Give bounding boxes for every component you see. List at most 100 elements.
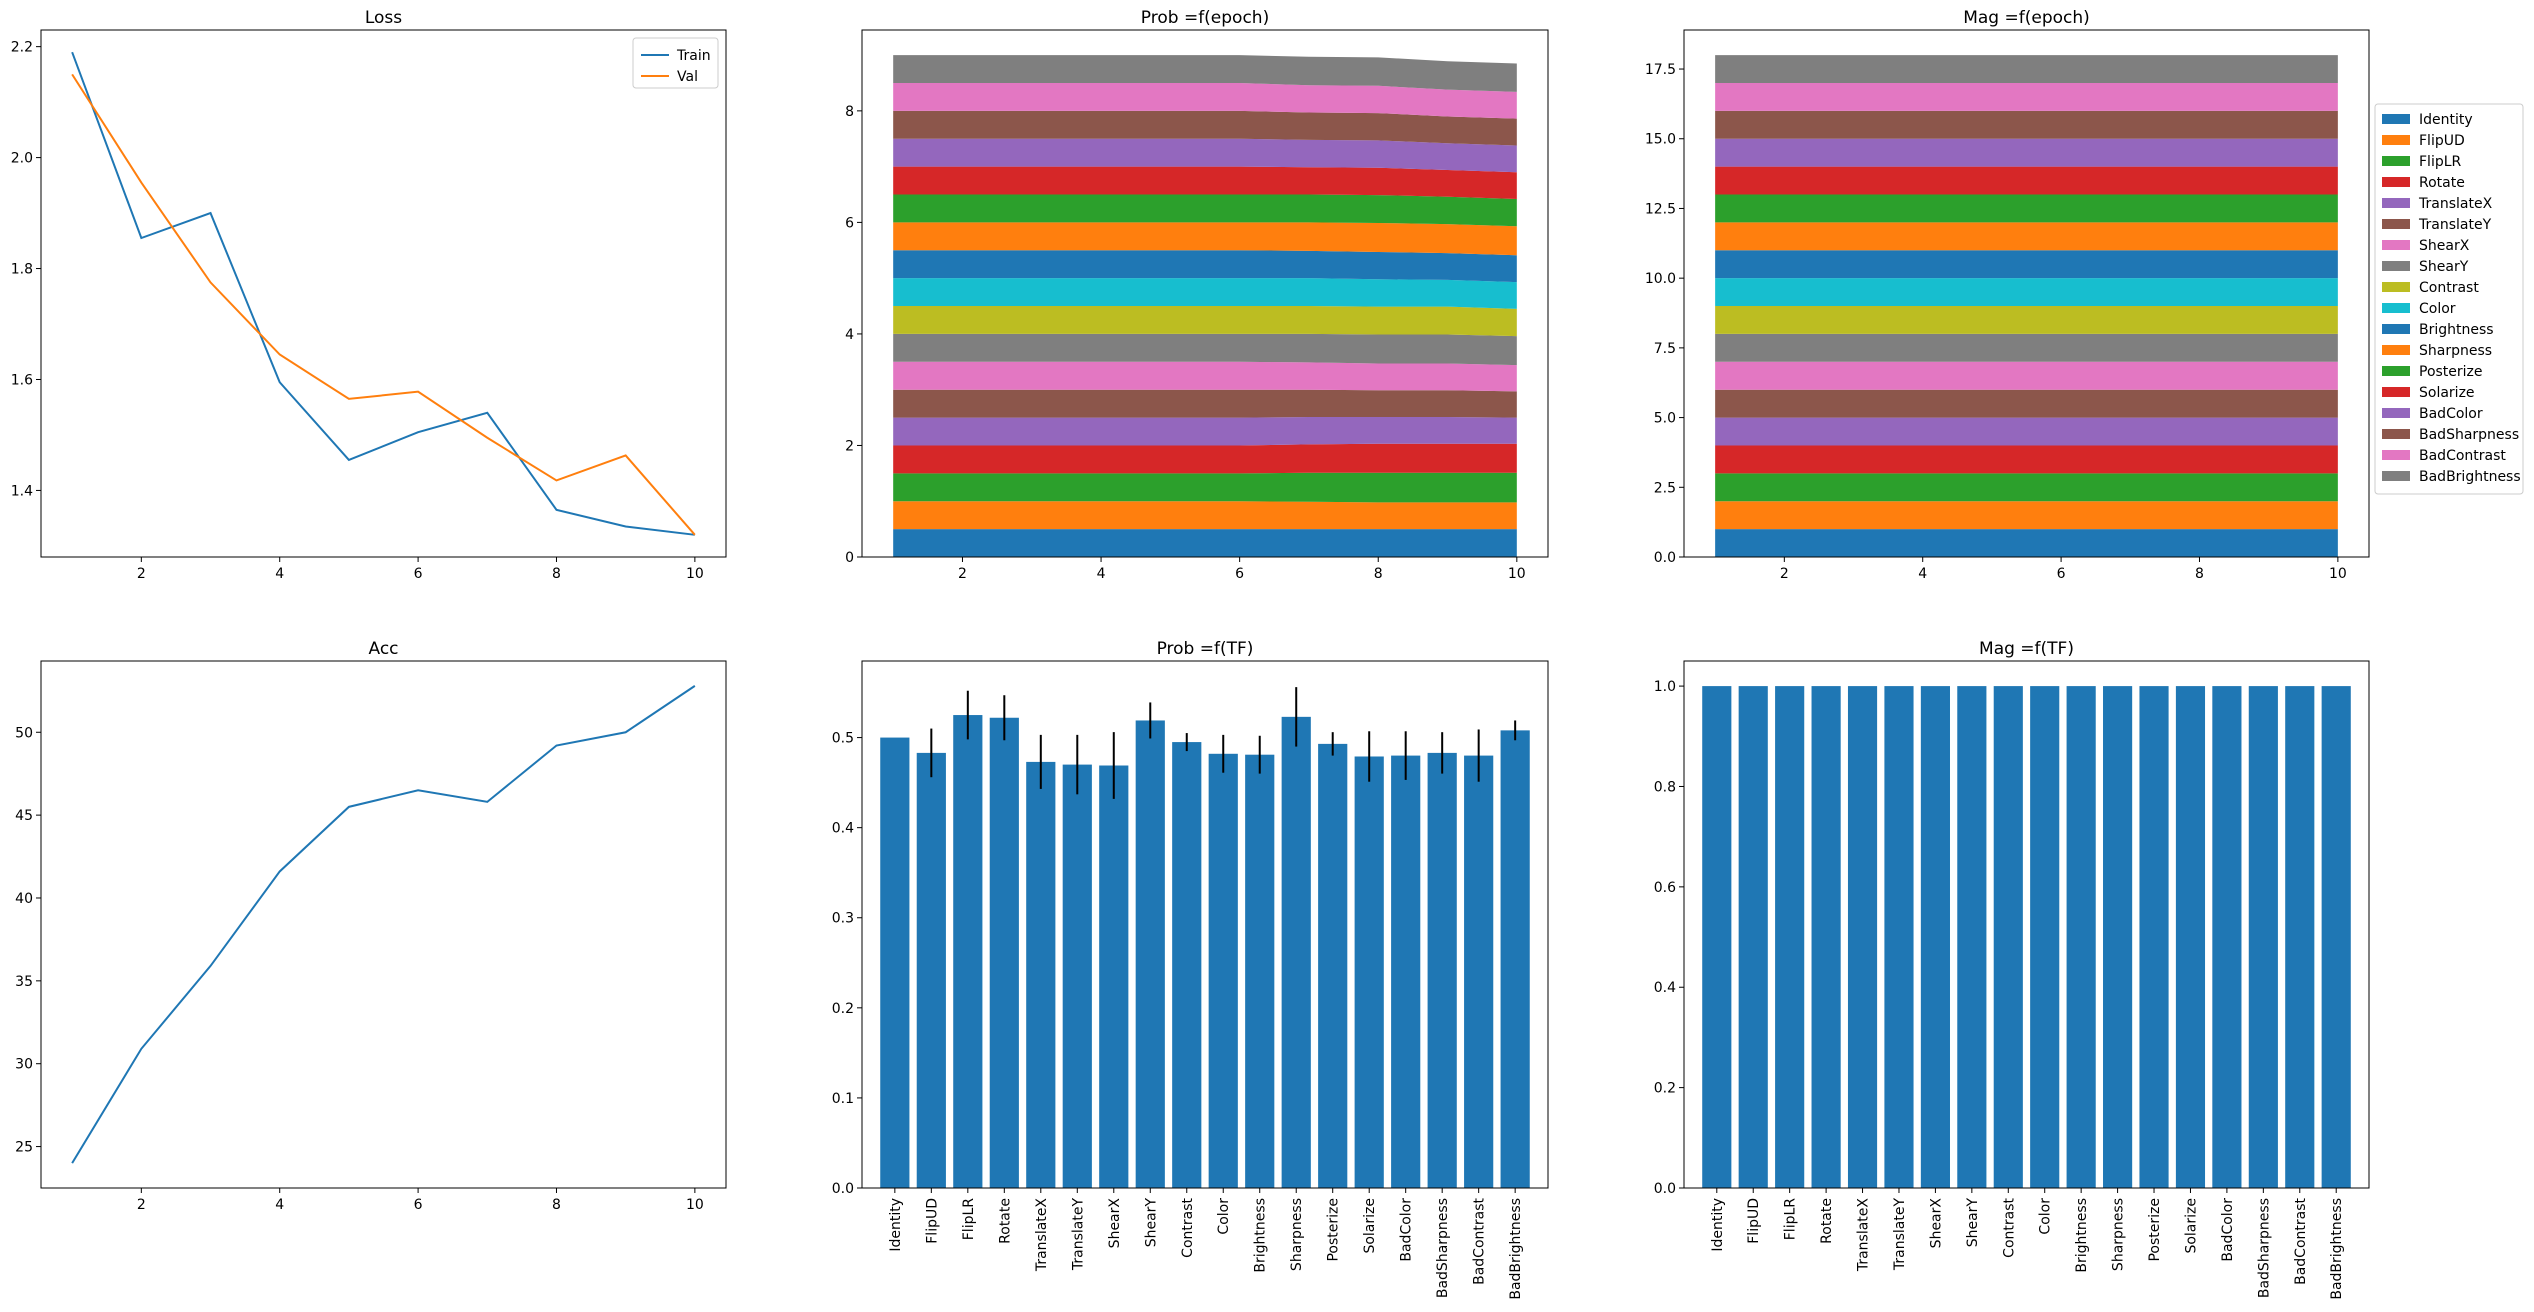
area-band-solarize — [893, 166, 1517, 199]
mag_tf-xtick-label: Brightness — [2074, 1198, 2090, 1273]
prob_tf-xtick-label: Brightness — [1253, 1198, 1269, 1273]
legend-label-posterize: Posterize — [2419, 364, 2483, 380]
area-band-shearx — [1715, 361, 2338, 390]
legend-swatch-badcontrast — [2382, 450, 2410, 460]
mag_tf-xtick-label: Rotate — [1819, 1198, 1835, 1244]
area-band-translatey — [893, 389, 1517, 418]
mag_tf-xtick-label: ShearX — [1928, 1198, 1944, 1249]
acc-ytick-label: 40 — [15, 891, 33, 907]
mag_tf-xtick-label: Sharpness — [2111, 1198, 2127, 1271]
legend-swatch-posterize — [2382, 366, 2410, 376]
mag_epoch-xtick-label: 8 — [2195, 566, 2204, 582]
prob_tf-ytick-label: 0.5 — [832, 731, 854, 747]
bar-color — [2030, 686, 2060, 1188]
prob_tf-xtick-label: Sharpness — [1289, 1198, 1305, 1271]
prob_epoch-ytick-label: 2 — [845, 438, 854, 454]
bar-translatey — [1062, 764, 1092, 1188]
mag_tf-ytick-label: 0.6 — [1654, 880, 1676, 896]
legend-swatch-badbrightness — [2382, 471, 2410, 481]
acc-ytick-label: 35 — [15, 974, 33, 990]
bar-sharpness — [2103, 686, 2133, 1188]
prob_tf-axes: Prob =f(TF) 0.0 0.1 0.2 0.3 0.4 0.5 Identity Fli… — [832, 639, 1549, 1300]
bar-badbrightness — [2321, 686, 2351, 1188]
legend-label-fliplr: FlipLR — [2419, 154, 2462, 170]
area-band-fliplr — [893, 472, 1517, 503]
mag_tf-frame — [1683, 660, 2370, 1189]
area-band-flipud — [1715, 501, 2338, 530]
legend-swatch-translatex — [2382, 198, 2410, 208]
mag_tf-ytick-label: 0.8 — [1654, 779, 1676, 795]
loss-xtick-label: 10 — [686, 566, 704, 582]
prob_epoch-ytick-label: 8 — [845, 104, 854, 120]
area-band-badsharpness — [1715, 110, 2338, 139]
loss-axes: Loss 1.4 1.6 1.8 2.0 2.2 2 4 6 8 10 Train Val — [11, 8, 727, 582]
mag_tf-xtick-label: TranslateX — [1856, 1198, 1872, 1273]
legend-swatch-solarize — [2382, 387, 2410, 397]
legend-label-rotate: Rotate — [2419, 175, 2465, 191]
legend-label-translatex: TranslateX — [2418, 196, 2493, 212]
prob_tf-ytick-label: 0.0 — [832, 1181, 854, 1197]
legend-swatch-badcolor — [2382, 408, 2410, 418]
acc-ytick-label: 45 — [15, 808, 33, 824]
prob_epoch-title: Prob =f(epoch) — [1141, 8, 1269, 28]
bar-brightness — [1245, 754, 1275, 1188]
mag_tf-xtick-label: Solarize — [2183, 1198, 2199, 1254]
loss-ytick-label: 2.2 — [11, 40, 33, 56]
legend-label-sharpness: Sharpness — [2419, 343, 2492, 359]
area-band-translatey — [1715, 389, 2338, 418]
area-band-sharpness — [1715, 222, 2338, 251]
mag_epoch-ytick-label: 12.5 — [1645, 201, 1676, 217]
area-band-brightness — [1715, 250, 2338, 279]
mag_epoch-xtick-label: 10 — [2329, 566, 2347, 582]
loss-ytick-label: 2.0 — [11, 151, 33, 167]
bar-badsharpness — [1427, 752, 1457, 1188]
area-band-translatex — [893, 417, 1517, 446]
mag_epoch-xtick-label: 2 — [1780, 566, 1789, 582]
legend-label-translatey: TranslateY — [2418, 217, 2492, 233]
area-band-contrast — [893, 306, 1517, 337]
area-band-contrast — [1715, 306, 2338, 334]
legend-swatch-sharpness — [2382, 345, 2410, 355]
prob_tf-xtick-label: BadSharpness — [1435, 1198, 1451, 1298]
acc-axes: Acc 25 30 35 40 45 50 2 4 6 8 10 — [15, 639, 727, 1213]
area-band-badbrightness — [893, 55, 1517, 92]
legend-swatch-color — [2382, 303, 2410, 313]
bar-rotate — [989, 717, 1019, 1188]
mag_epoch-ytick-label: 0.0 — [1654, 550, 1676, 566]
prob_epoch-ytick-label: 0 — [845, 550, 854, 566]
mag_tf-ytick-label: 0.0 — [1654, 1181, 1676, 1197]
legend-swatch-rotate — [2382, 177, 2410, 187]
area-band-posterize — [1715, 194, 2338, 223]
mag_epoch-xtick-label: 4 — [1918, 566, 1927, 582]
prob_tf-xtick-label: FlipUD — [924, 1198, 940, 1244]
mag_epoch-ytick-label: 7.5 — [1654, 341, 1676, 357]
legend-swatch-flipud — [2382, 135, 2410, 145]
prob_epoch-xtick-label: 4 — [1097, 566, 1106, 582]
legend-label-badbrightness: BadBrightness — [2419, 469, 2521, 485]
area-band-sharpness — [893, 222, 1517, 256]
loss-frame — [40, 29, 727, 558]
prob_tf-xtick-label: BadBrightness — [1508, 1198, 1524, 1300]
prob_epoch-xtick-label: 10 — [1508, 566, 1526, 582]
acc-ytick-label: 25 — [15, 1140, 33, 1156]
prob_tf-xtick-label: BadContrast — [1472, 1198, 1488, 1285]
legend-label-badcontrast: BadContrast — [2419, 448, 2506, 464]
legend-swatch-brightness — [2382, 324, 2410, 334]
bar-fliplr — [953, 715, 983, 1188]
mag_tf-xtick-label: BadContrast — [2293, 1198, 2309, 1285]
area-band-color — [1715, 278, 2338, 307]
legend-label-brightness: Brightness — [2419, 322, 2494, 338]
bar-sharpness — [1281, 716, 1311, 1188]
bar-badcolor — [1391, 755, 1421, 1188]
acc-ytick-label: 30 — [15, 1057, 33, 1073]
area-band-translatex — [1715, 417, 2338, 446]
area-band-shearx — [893, 361, 1517, 392]
prob_tf-xtick-label: Solarize — [1362, 1198, 1378, 1254]
bar-badcontrast — [1464, 755, 1494, 1188]
legend-swatch-shearx — [2382, 240, 2410, 250]
mag_tf-ytick-label: 0.4 — [1654, 980, 1676, 996]
mag_epoch-ytick-label: 15.0 — [1645, 132, 1676, 148]
acc-xtick-label: 8 — [552, 1197, 561, 1213]
